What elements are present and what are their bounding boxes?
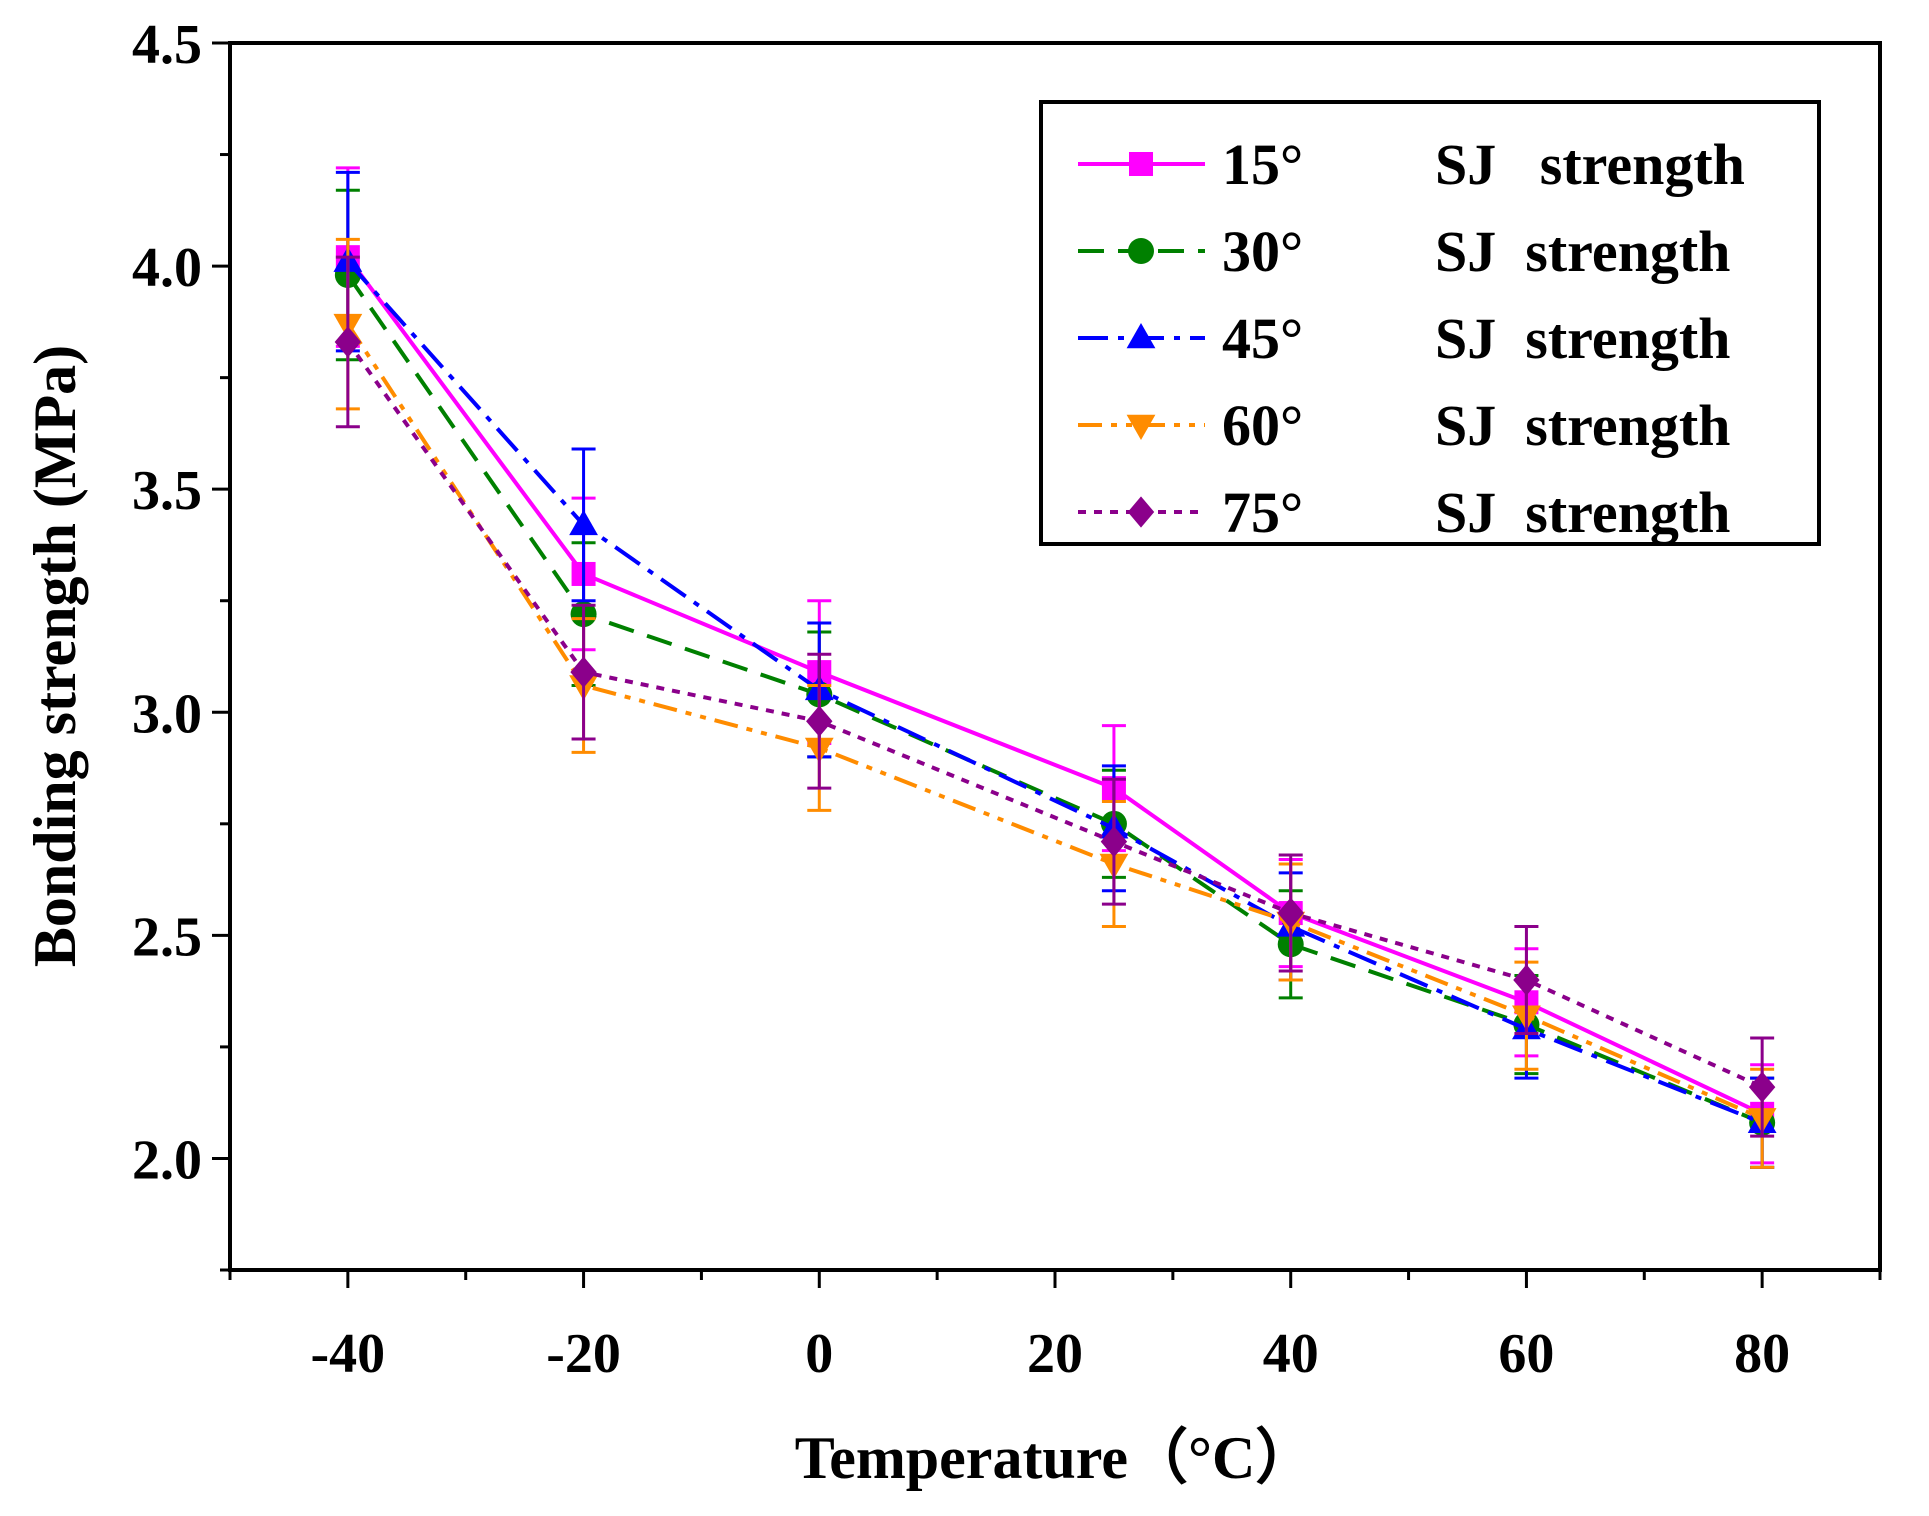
legend-label: 75°	[1222, 480, 1303, 545]
legend-marker	[1127, 496, 1155, 528]
x-tick-label: 80	[1734, 1323, 1790, 1385]
data-point	[334, 326, 362, 358]
series-group	[334, 255, 1776, 1138]
legend-label: 45°	[1222, 306, 1303, 371]
legend-marker	[1128, 238, 1154, 264]
y-axis-ticks: 2.0 2.5 3.0 3.5 4.0 4.5	[132, 14, 230, 1272]
legend-label-suffix: SJ strength	[1435, 393, 1730, 458]
x-axis-title: Temperature（°C）	[795, 1424, 1316, 1491]
y-tick-label: 2.0	[132, 1129, 202, 1191]
data-point	[806, 705, 833, 737]
legend-marker	[1126, 414, 1156, 440]
y-axis-title: Bonding strength (MPa)	[22, 345, 88, 967]
legend-marker	[1126, 323, 1156, 349]
legend-marker	[1129, 152, 1153, 176]
legend-box	[1039, 100, 1821, 546]
y-tick-label: 2.5	[132, 906, 202, 968]
y-tick-label: 3.5	[132, 460, 202, 522]
data-point	[1100, 826, 1128, 858]
x-tick-label: -20	[546, 1323, 621, 1385]
legend-label-suffix: SJ strength	[1435, 132, 1745, 197]
legend-label-suffix: SJ strength	[1435, 219, 1730, 284]
x-tick-label: -40	[311, 1323, 386, 1385]
data-point	[569, 509, 598, 536]
legend: 15° SJ strength 30° SJ strength 45° SJ streng…	[1039, 100, 1821, 546]
x-tick-label: 40	[1263, 1323, 1319, 1385]
data-point	[1277, 897, 1304, 929]
data-point	[570, 656, 597, 688]
y-tick-label: 3.0	[132, 683, 202, 745]
legend-label-suffix: SJ strength	[1435, 306, 1730, 371]
y-tick-label: 4.0	[132, 237, 202, 299]
x-tick-label: 20	[1027, 1323, 1083, 1385]
legend-label: 60°	[1222, 393, 1303, 458]
legend-label: 30°	[1222, 219, 1303, 284]
x-tick-label: 0	[805, 1323, 833, 1385]
series-layer	[333, 166, 1777, 1169]
x-tick-label: 60	[1498, 1323, 1554, 1385]
y-tick-label: 4.5	[132, 14, 202, 76]
x-axis-ticks: -40 -20 0 20 40 60 80	[228, 1270, 1882, 1385]
legend-label: 15°	[1222, 132, 1303, 197]
data-point	[1748, 1071, 1776, 1103]
data-point	[1513, 964, 1540, 996]
legend-label-suffix: SJ strength	[1435, 480, 1730, 545]
